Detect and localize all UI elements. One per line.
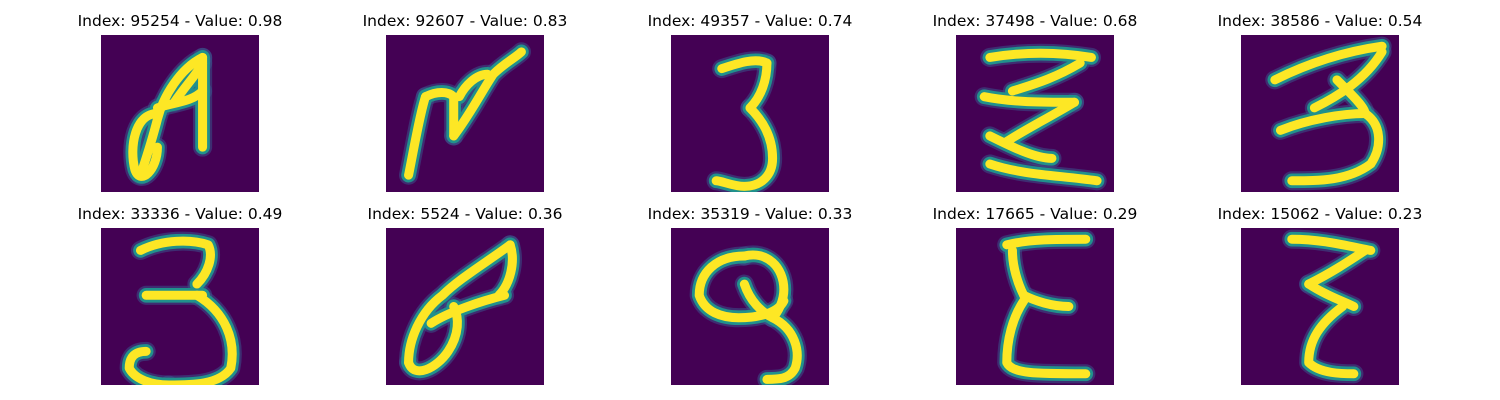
digit-stroke (739, 250, 789, 323)
digit-glyph (101, 35, 259, 192)
digit-image (101, 35, 259, 192)
panel-title: Index: 95254 - Value: 0.98 (77, 12, 283, 30)
digit-glyph (101, 228, 259, 385)
digit-glyph (386, 228, 544, 385)
digit-stroke-layer-2 (1002, 234, 1091, 379)
digit-image (956, 228, 1114, 385)
digit-image (1241, 35, 1399, 192)
digit-stroke-layer-2 (979, 48, 1102, 186)
digit-stroke (404, 302, 462, 376)
digit-stroke (1304, 245, 1370, 289)
digit-stroke (1002, 296, 1091, 379)
digit-stroke-layer-2 (711, 56, 778, 191)
digit-stroke (494, 240, 517, 300)
digit-stroke (762, 313, 802, 384)
digit-stroke-layer-2 (1287, 234, 1376, 379)
panel-title: Index: 5524 - Value: 0.36 (367, 205, 563, 223)
digit-stroke (1275, 109, 1370, 135)
digit-image (386, 228, 544, 385)
digit-stroke-layer-2 (404, 240, 517, 376)
digit-stroke (1332, 75, 1370, 118)
digit-stroke-layer-2 (1270, 41, 1387, 186)
panel-title: Index: 17665 - Value: 0.29 (932, 205, 1138, 223)
panel-title: Index: 37498 - Value: 0.68 (932, 12, 1138, 30)
digit-glyph (1241, 228, 1399, 385)
digit-image (386, 35, 544, 192)
digit-stroke (128, 109, 162, 181)
digit-image (671, 228, 829, 385)
digit-glyph (671, 228, 829, 385)
digit-glyph (671, 35, 829, 192)
digit-image (671, 35, 829, 192)
digit-stroke (1304, 279, 1359, 311)
panel-title: Index: 49357 - Value: 0.74 (647, 12, 853, 30)
digit-stroke (404, 240, 515, 368)
digit-stroke-layer-2 (124, 236, 237, 385)
digit-stroke (1304, 302, 1359, 379)
digit-stroke (164, 290, 237, 385)
digit-stroke (124, 346, 174, 385)
digit-stroke (1007, 58, 1085, 96)
digit-image (101, 228, 259, 385)
digit-stroke (1002, 97, 1080, 147)
digit-stroke (135, 236, 215, 289)
digit-stroke (1270, 41, 1387, 85)
digit-stroke (1287, 109, 1384, 186)
panel-title: Index: 33336 - Value: 0.49 (77, 205, 283, 223)
digit-stroke (135, 52, 208, 180)
digit-stroke (1002, 234, 1091, 250)
digit-stroke (404, 92, 431, 180)
digit-glyph (1241, 35, 1399, 192)
digit-stroke (985, 48, 1096, 62)
digit-glyph (956, 228, 1114, 385)
digit-stroke (711, 103, 778, 191)
panel-title: Index: 35319 - Value: 0.33 (647, 205, 853, 223)
digit-stroke-layer-2 (694, 250, 802, 384)
panel-title: Index: 92607 - Value: 0.83 (362, 12, 568, 30)
digit-stroke-layer-2 (404, 47, 526, 180)
digit-stroke (449, 47, 526, 141)
digit-stroke-layer-2 (128, 52, 208, 181)
digit-stroke (169, 58, 208, 107)
panel-title: Index: 38586 - Value: 0.54 (1217, 12, 1423, 30)
image-background (101, 35, 259, 192)
digit-image (1241, 228, 1399, 385)
digit-stroke (1309, 47, 1387, 113)
digit-stroke (979, 92, 1080, 107)
digit-stroke (985, 159, 1102, 186)
digit-glyph (956, 35, 1114, 192)
digit-stroke (454, 69, 493, 102)
digit-stroke (1019, 290, 1074, 311)
digit-image (956, 35, 1114, 192)
panel-title: Index: 15062 - Value: 0.23 (1217, 205, 1423, 223)
digit-stroke (985, 131, 1057, 163)
digit-glyph (386, 35, 544, 192)
